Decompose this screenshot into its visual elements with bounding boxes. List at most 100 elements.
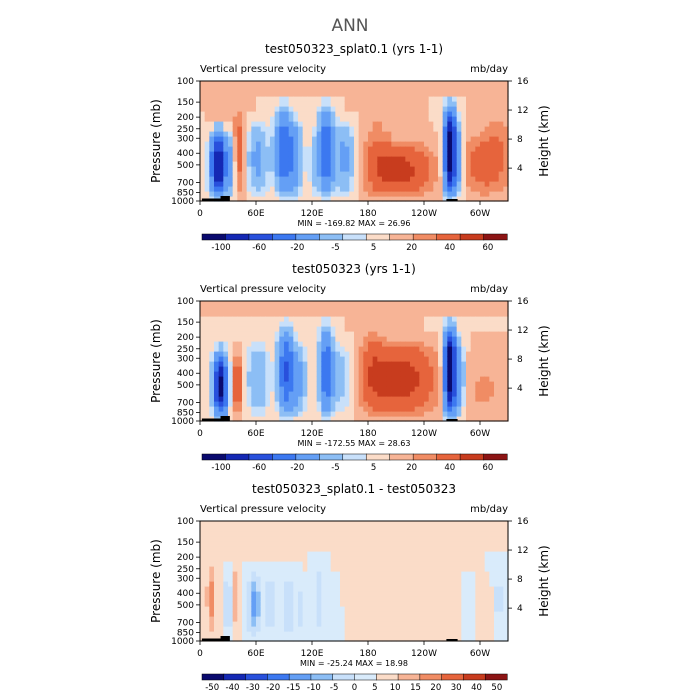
heatmap-cell [237,636,243,642]
heatmap-cell [312,316,318,322]
heatmap-cell [494,596,500,602]
heatmap-cell [428,636,434,642]
heatmap-cell [438,171,444,177]
heatmap-cell [209,181,215,187]
heatmap-cell [251,576,257,582]
heatmap-cell [368,146,374,152]
x-tick-label: 120W [411,649,437,659]
heatmap-cell [447,131,453,137]
heatmap-cell [265,186,271,192]
heatmap-cell [302,131,308,137]
heatmap-cell [368,341,374,347]
heatmap-cell [302,111,308,117]
heatmap-cell [298,606,304,612]
heatmap-cell [279,361,285,367]
heatmap-cell [489,86,495,92]
heatmap-cell [242,86,248,92]
heatmap-cell [419,166,425,172]
heatmap-cell [316,96,322,102]
heatmap-cell [312,371,318,377]
heatmap-cell [298,401,304,407]
heatmap-cell [330,191,336,197]
heatmap-cell [498,131,504,137]
heatmap-cell [237,111,243,117]
heatmap-cell [475,551,481,557]
heatmap-cell [484,346,490,352]
colorbar-label: 60 [483,463,494,473]
heatmap-cell [433,336,439,342]
heatmap-cell [242,406,248,412]
heatmap-cell [494,186,500,192]
heatmap-cell [246,536,252,542]
heatmap-cell [200,351,206,357]
heatmap-cell [414,86,420,92]
panel-title: test050323 (yrs 1-1) [292,262,416,276]
heatmap-cell [433,331,439,337]
heatmap-cell [498,136,504,142]
heatmap-cell [354,121,360,127]
heatmap-cell [214,396,220,402]
heatmap-cell [242,401,248,407]
heatmap-cell [246,376,252,382]
heatmap-cell [391,561,397,567]
heatmap-cell [223,401,229,407]
heatmap-cell [270,406,276,412]
heatmap-cell [382,521,388,527]
heatmap-cell [424,91,430,97]
heatmap-cell [349,81,355,87]
heatmap-cell [349,111,355,117]
heatmap-cell [354,171,360,177]
heatmap-cell [260,416,266,422]
heatmap-cell [368,181,374,187]
heatmap-cell [391,136,397,142]
heatmap-cell [405,396,411,402]
heatmap-cell [246,416,252,422]
heatmap-cell [251,336,257,342]
heatmap-cell [405,316,411,322]
heatmap-cell [456,611,462,617]
heatmap-cell [372,96,378,102]
heatmap-cell [274,531,280,537]
heatmap-cell [312,591,318,597]
heatmap-cell [503,121,509,127]
heatmap-cell [242,186,248,192]
heatmap-cell [335,396,341,402]
heatmap-cell [284,376,290,382]
heatmap-cell [326,541,332,547]
heatmap-cell [410,546,416,552]
heatmap-cell [237,401,243,407]
heatmap-cell [326,171,332,177]
heatmap-cell [410,536,416,542]
heatmap-cell [438,86,444,92]
heatmap-cell [489,371,495,377]
heatmap-cell [424,546,430,552]
heatmap-cell [447,111,453,117]
heatmap-cell [321,551,327,557]
heatmap-cell [484,586,490,592]
heatmap-cell [321,606,327,612]
heatmap-cell [265,631,271,637]
heatmap-cell [279,631,285,637]
heatmap-cell [298,561,304,567]
heatmap-cell [442,146,448,152]
heatmap-cell [316,406,322,412]
heatmap-cell [265,331,271,337]
heatmap-cell [312,636,318,642]
heatmap-cell [232,311,238,317]
heatmap-cell [237,376,243,382]
heatmap-cell [349,581,355,587]
heatmap-cell [484,326,490,332]
heatmap-cell [405,191,411,197]
heatmap-cell [214,591,220,597]
heatmap-cell [265,131,271,137]
heatmap-cell [466,101,472,107]
heatmap-cell [424,341,430,347]
heatmap-cell [405,156,411,162]
heatmap-cell [260,136,266,142]
heatmap-cell [316,176,322,182]
heatmap-cell [256,151,262,157]
heatmap-cell [489,136,495,142]
heatmap-cell [228,116,234,122]
heatmap-cell [489,546,495,552]
heatmap-cell [358,356,364,362]
